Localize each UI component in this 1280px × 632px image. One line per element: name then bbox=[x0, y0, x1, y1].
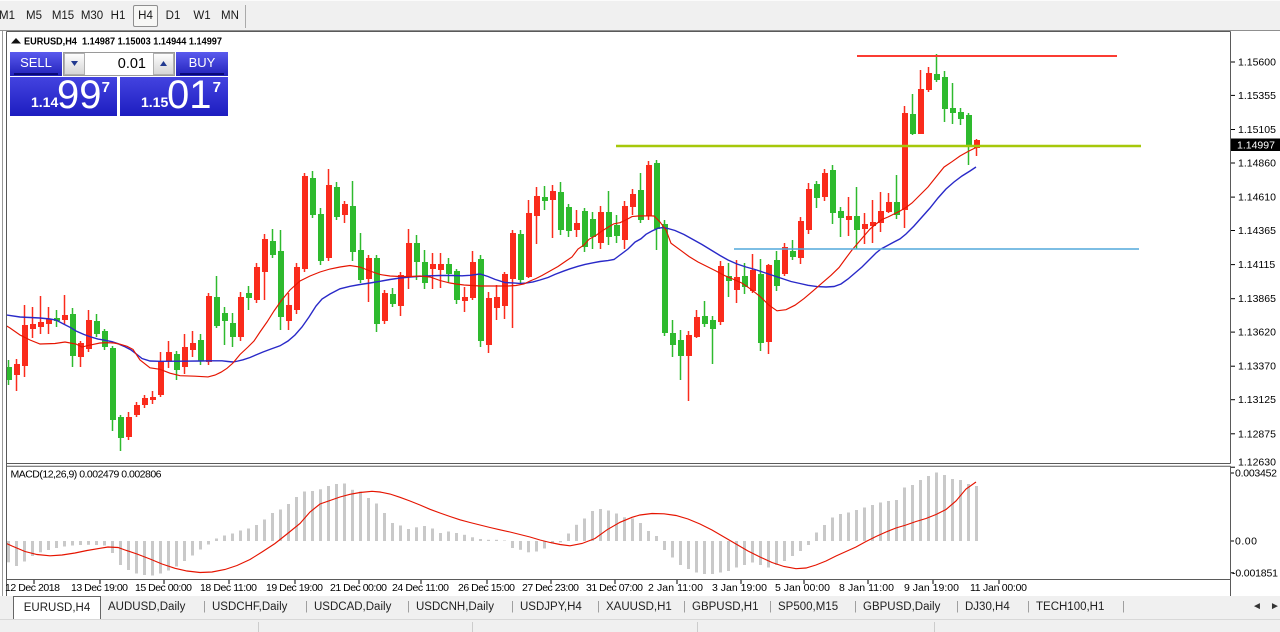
svg-text:MACD(12,26,9) 0.002479 0.00280: MACD(12,26,9) 0.002479 0.002806 bbox=[11, 469, 162, 481]
svg-text:26 Dec 15:00: 26 Dec 15:00 bbox=[458, 582, 515, 594]
svg-text:27 Dec 23:00: 27 Dec 23:00 bbox=[522, 582, 579, 594]
svg-text:1.14115: 1.14115 bbox=[1238, 259, 1275, 271]
svg-text:31 Dec 07:00: 31 Dec 07:00 bbox=[586, 582, 643, 594]
svg-text:18 Dec 11:00: 18 Dec 11:00 bbox=[200, 582, 257, 594]
svg-text:1.12630: 1.12630 bbox=[1238, 457, 1276, 469]
svg-text:3 Jan 19:00: 3 Jan 19:00 bbox=[712, 582, 767, 594]
svg-text:-0.001851: -0.001851 bbox=[1232, 567, 1278, 579]
svg-text:1.13370: 1.13370 bbox=[1238, 361, 1276, 373]
svg-text:2 Jan 11:00: 2 Jan 11:00 bbox=[648, 582, 703, 594]
svg-text:5 Jan 00:00: 5 Jan 00:00 bbox=[775, 582, 830, 594]
svg-text:11 Jan 00:00: 11 Jan 00:00 bbox=[970, 582, 1027, 594]
svg-text:0.003452: 0.003452 bbox=[1235, 468, 1277, 480]
svg-text:1.15600: 1.15600 bbox=[1238, 57, 1276, 69]
svg-text:1.14997: 1.14997 bbox=[1237, 140, 1275, 152]
svg-text:EURUSD,H4 1.14987 1.15003 1.1: EURUSD,H4 1.14987 1.15003 1.14944 1.1499… bbox=[24, 36, 222, 48]
svg-text:9 Jan 19:00: 9 Jan 19:00 bbox=[904, 582, 959, 594]
svg-text:1.14610: 1.14610 bbox=[1238, 192, 1276, 204]
svg-text:24 Dec 11:00: 24 Dec 11:00 bbox=[392, 582, 449, 594]
svg-text:1.14365: 1.14365 bbox=[1238, 225, 1276, 237]
svg-text:21 Dec 00:00: 21 Dec 00:00 bbox=[330, 582, 387, 594]
svg-text:1.15355: 1.15355 bbox=[1238, 90, 1276, 102]
svg-text:1.12875: 1.12875 bbox=[1238, 428, 1276, 440]
svg-text:8 Jan 11:00: 8 Jan 11:00 bbox=[839, 582, 894, 594]
svg-text:1.13865: 1.13865 bbox=[1238, 293, 1276, 305]
svg-text:19 Dec 19:00: 19 Dec 19:00 bbox=[266, 582, 323, 594]
svg-text:1.14860: 1.14860 bbox=[1238, 158, 1276, 170]
svg-text:15 Dec 00:00: 15 Dec 00:00 bbox=[135, 582, 192, 594]
svg-text:1.13620: 1.13620 bbox=[1238, 327, 1276, 339]
svg-text:1.13125: 1.13125 bbox=[1238, 394, 1276, 406]
svg-text:13 Dec 19:00: 13 Dec 19:00 bbox=[71, 582, 128, 594]
svg-text:1.15105: 1.15105 bbox=[1238, 124, 1276, 136]
svg-text:12 Dec 2018: 12 Dec 2018 bbox=[5, 582, 60, 594]
svg-text:0.00: 0.00 bbox=[1235, 536, 1257, 548]
